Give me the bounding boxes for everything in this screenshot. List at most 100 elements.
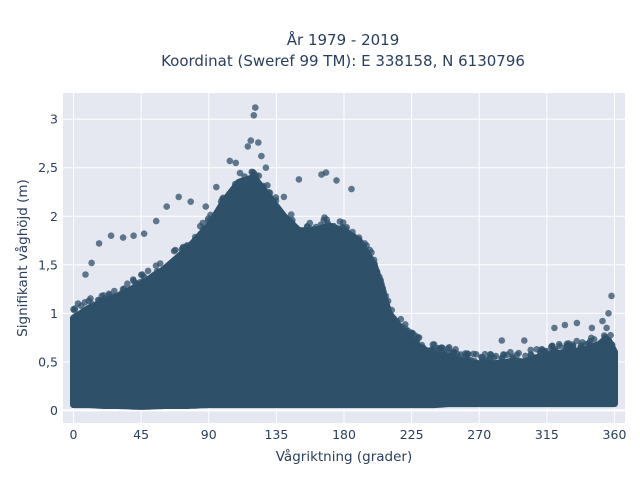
data-point-15 (213, 183, 220, 191)
data-point-45 (608, 292, 615, 300)
edge-point (288, 225, 296, 233)
edge-point (555, 340, 563, 348)
data-point-24 (95, 240, 103, 247)
edge-point (167, 261, 175, 268)
edge-point (150, 271, 158, 279)
edge-point (586, 349, 593, 356)
edge-point (366, 246, 374, 254)
edge-point (537, 348, 544, 356)
data-point-19 (152, 217, 160, 225)
edge-point (144, 267, 152, 275)
edge-point (202, 229, 209, 236)
edge-point (318, 224, 326, 231)
edge-point (467, 356, 475, 364)
edge-point (106, 300, 113, 307)
data-point-26 (82, 271, 89, 278)
edge-point (437, 344, 444, 352)
data-point-37 (498, 337, 506, 344)
edge-point (595, 344, 602, 352)
y-tick-label: 3 (50, 112, 58, 127)
data-point-5 (226, 157, 234, 165)
data-point-11 (333, 177, 340, 184)
edge-point (162, 266, 170, 274)
edge-point (379, 291, 386, 299)
y-tick-label: 1,5 (38, 257, 58, 272)
data-point-9 (318, 171, 325, 178)
edge-point (603, 324, 610, 332)
data-point-3 (254, 139, 262, 146)
edge-point (231, 186, 238, 193)
data-point-29 (355, 234, 363, 241)
data-point-14 (262, 164, 270, 171)
edge-point (88, 306, 95, 314)
x-tick-label: 315 (535, 427, 559, 442)
edge-point (439, 357, 446, 364)
edge-point (374, 269, 381, 277)
edge-point (411, 343, 419, 350)
edge-point (455, 357, 463, 364)
x-tick-label: 225 (400, 427, 424, 442)
edge-point (182, 244, 189, 251)
edge-point (498, 355, 506, 362)
edge-point (349, 228, 356, 236)
data-point-18 (163, 203, 170, 210)
edge-point (492, 352, 500, 360)
y-axis-title: Signifikant våghöjd (m) (14, 179, 31, 337)
edge-point (487, 354, 494, 361)
edge-point (520, 363, 528, 371)
edge-point (608, 348, 615, 355)
edge-point (98, 297, 106, 305)
edge-point (143, 280, 151, 288)
data-point-2 (247, 137, 255, 144)
y-tick-label: 2,5 (38, 160, 58, 175)
edge-point (459, 361, 467, 368)
x-axis-title: Vågriktning (grader) (276, 448, 413, 465)
data-point-23 (107, 232, 115, 239)
edge-point (71, 306, 78, 314)
edge-point (330, 222, 338, 230)
x-axis-ticks: 0 45 90 135 180 225 270 315 360 (70, 427, 627, 442)
edge-point (111, 287, 118, 295)
data-point-20 (140, 230, 148, 237)
data-point-0 (252, 104, 259, 111)
data-point-16 (202, 203, 210, 210)
edge-point (608, 341, 616, 349)
data-point-6 (232, 159, 240, 167)
data-point-28 (187, 198, 194, 205)
edge-point (527, 346, 534, 354)
edge-point (139, 271, 146, 278)
data-point-30 (370, 256, 378, 264)
edge-point (509, 353, 516, 361)
x-tick-label: 180 (332, 427, 356, 442)
edge-point (191, 233, 199, 241)
edge-point (523, 358, 531, 365)
data-point-35 (430, 341, 438, 348)
edge-point (199, 219, 206, 227)
edge-point (452, 346, 459, 353)
data-point-41 (573, 319, 581, 327)
edge-point (577, 342, 585, 349)
y-tick-label: 0,5 (38, 354, 58, 369)
edge-point (134, 284, 142, 292)
edge-point (306, 228, 313, 235)
data-point-33 (408, 329, 415, 337)
edge-point (236, 169, 244, 177)
data-point-17 (175, 193, 182, 201)
edge-point (217, 206, 225, 214)
data-point-27 (74, 300, 82, 307)
edge-point (607, 331, 614, 339)
edge-point (573, 337, 581, 345)
edge-point (100, 292, 107, 299)
data-point-44 (605, 310, 612, 317)
edge-point (567, 351, 574, 358)
edge-point (537, 356, 545, 363)
edge-point (342, 225, 350, 233)
edge-point (74, 314, 81, 322)
edge-point (250, 169, 258, 177)
edge-point (179, 254, 186, 262)
edge-point (598, 339, 605, 347)
x-tick-label: 45 (133, 427, 149, 442)
edge-point (106, 291, 113, 299)
edge-point (481, 357, 488, 364)
edge-point (345, 235, 352, 243)
